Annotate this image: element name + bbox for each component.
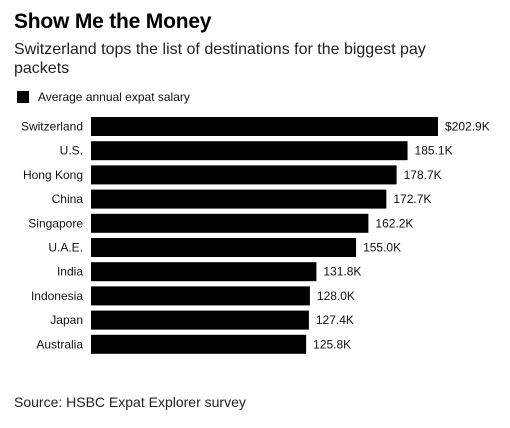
category-label-hong-kong: Hong Kong [23,168,83,182]
value-label-singapore: 162.2K [375,216,413,230]
value-label-switzerland: $202.9K [445,120,490,134]
chart-subtitle: Switzerland tops the list of destination… [14,41,426,77]
category-label-u-a-e: U.A.E. [48,241,83,255]
bar-indonesia [91,286,310,306]
bar-chart: Switzerland $202.9K U.S. 185.1K Hong Kong 178… [21,117,490,354]
bar-singapore [91,213,369,233]
bar-hong-kong [91,165,397,185]
bar-switzerland [91,117,438,136]
bar-u-s [91,141,408,161]
category-label-china: China [52,192,84,206]
category-label-india: India [57,265,83,279]
bar-australia [91,334,307,354]
bar-u-a-e [91,238,357,257]
source-note: Source: HSBC Expat Explorer survey [14,394,246,410]
chart-title: Show Me the Money [14,10,212,33]
legend: Average annual expat salary [17,90,190,104]
bar-japan [91,310,309,330]
legend-label: Average annual expat salary [38,90,190,104]
category-label-singapore: Singapore [28,216,83,230]
value-label-hong-kong: 178.7K [404,168,442,182]
category-label-japan: Japan [50,313,83,327]
category-label-indonesia: Indonesia [31,289,83,303]
value-label-indonesia: 128.0K [317,289,355,303]
category-label-australia: Australia [36,337,83,351]
value-label-india: 131.8K [323,265,361,279]
value-label-u-a-e: 155.0K [363,241,401,255]
value-label-u-s: 185.1K [415,144,453,158]
bar-india [91,262,317,282]
category-label-u-s: U.S. [60,144,83,158]
value-label-china: 172.7K [393,192,431,206]
value-label-australia: 125.8K [313,337,351,351]
value-label-japan: 127.4K [316,313,354,327]
legend-swatch [17,91,29,103]
bar-china [91,189,387,209]
category-label-switzerland: Switzerland [21,120,83,134]
